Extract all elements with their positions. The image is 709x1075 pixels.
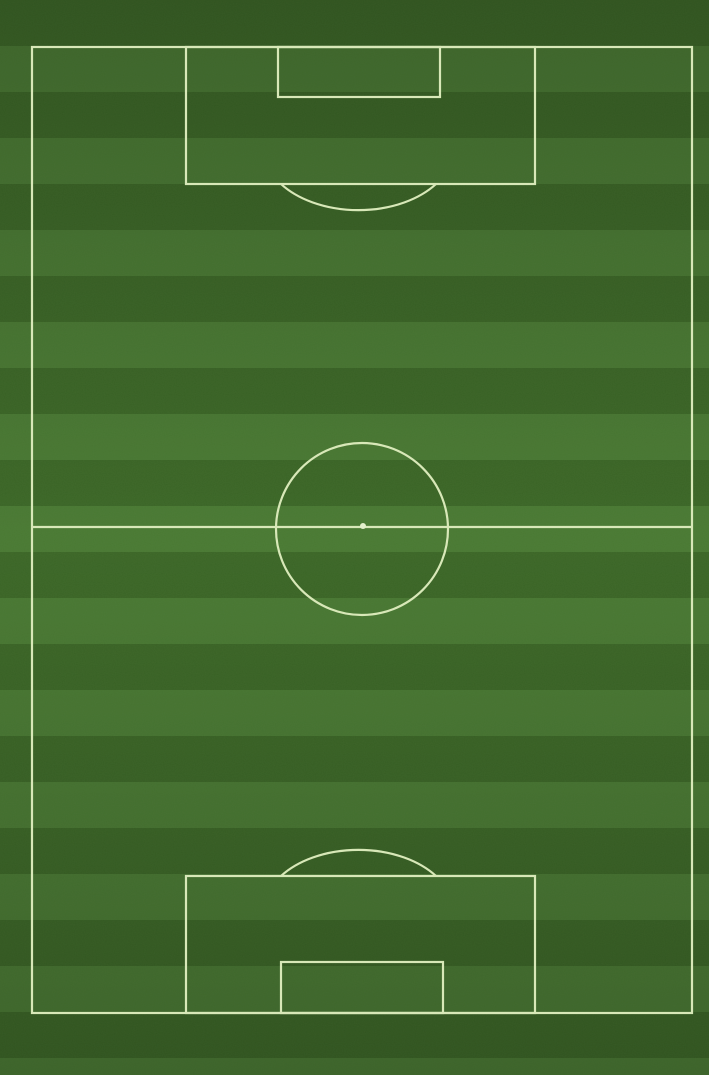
top-goal-area [276, 45, 442, 99]
centre-circle [274, 441, 450, 617]
bottom-penalty-arc [280, 848, 437, 877]
bottom-goal-area [279, 960, 445, 1015]
centre-spot [360, 523, 366, 529]
top-penalty-arc [280, 183, 437, 212]
